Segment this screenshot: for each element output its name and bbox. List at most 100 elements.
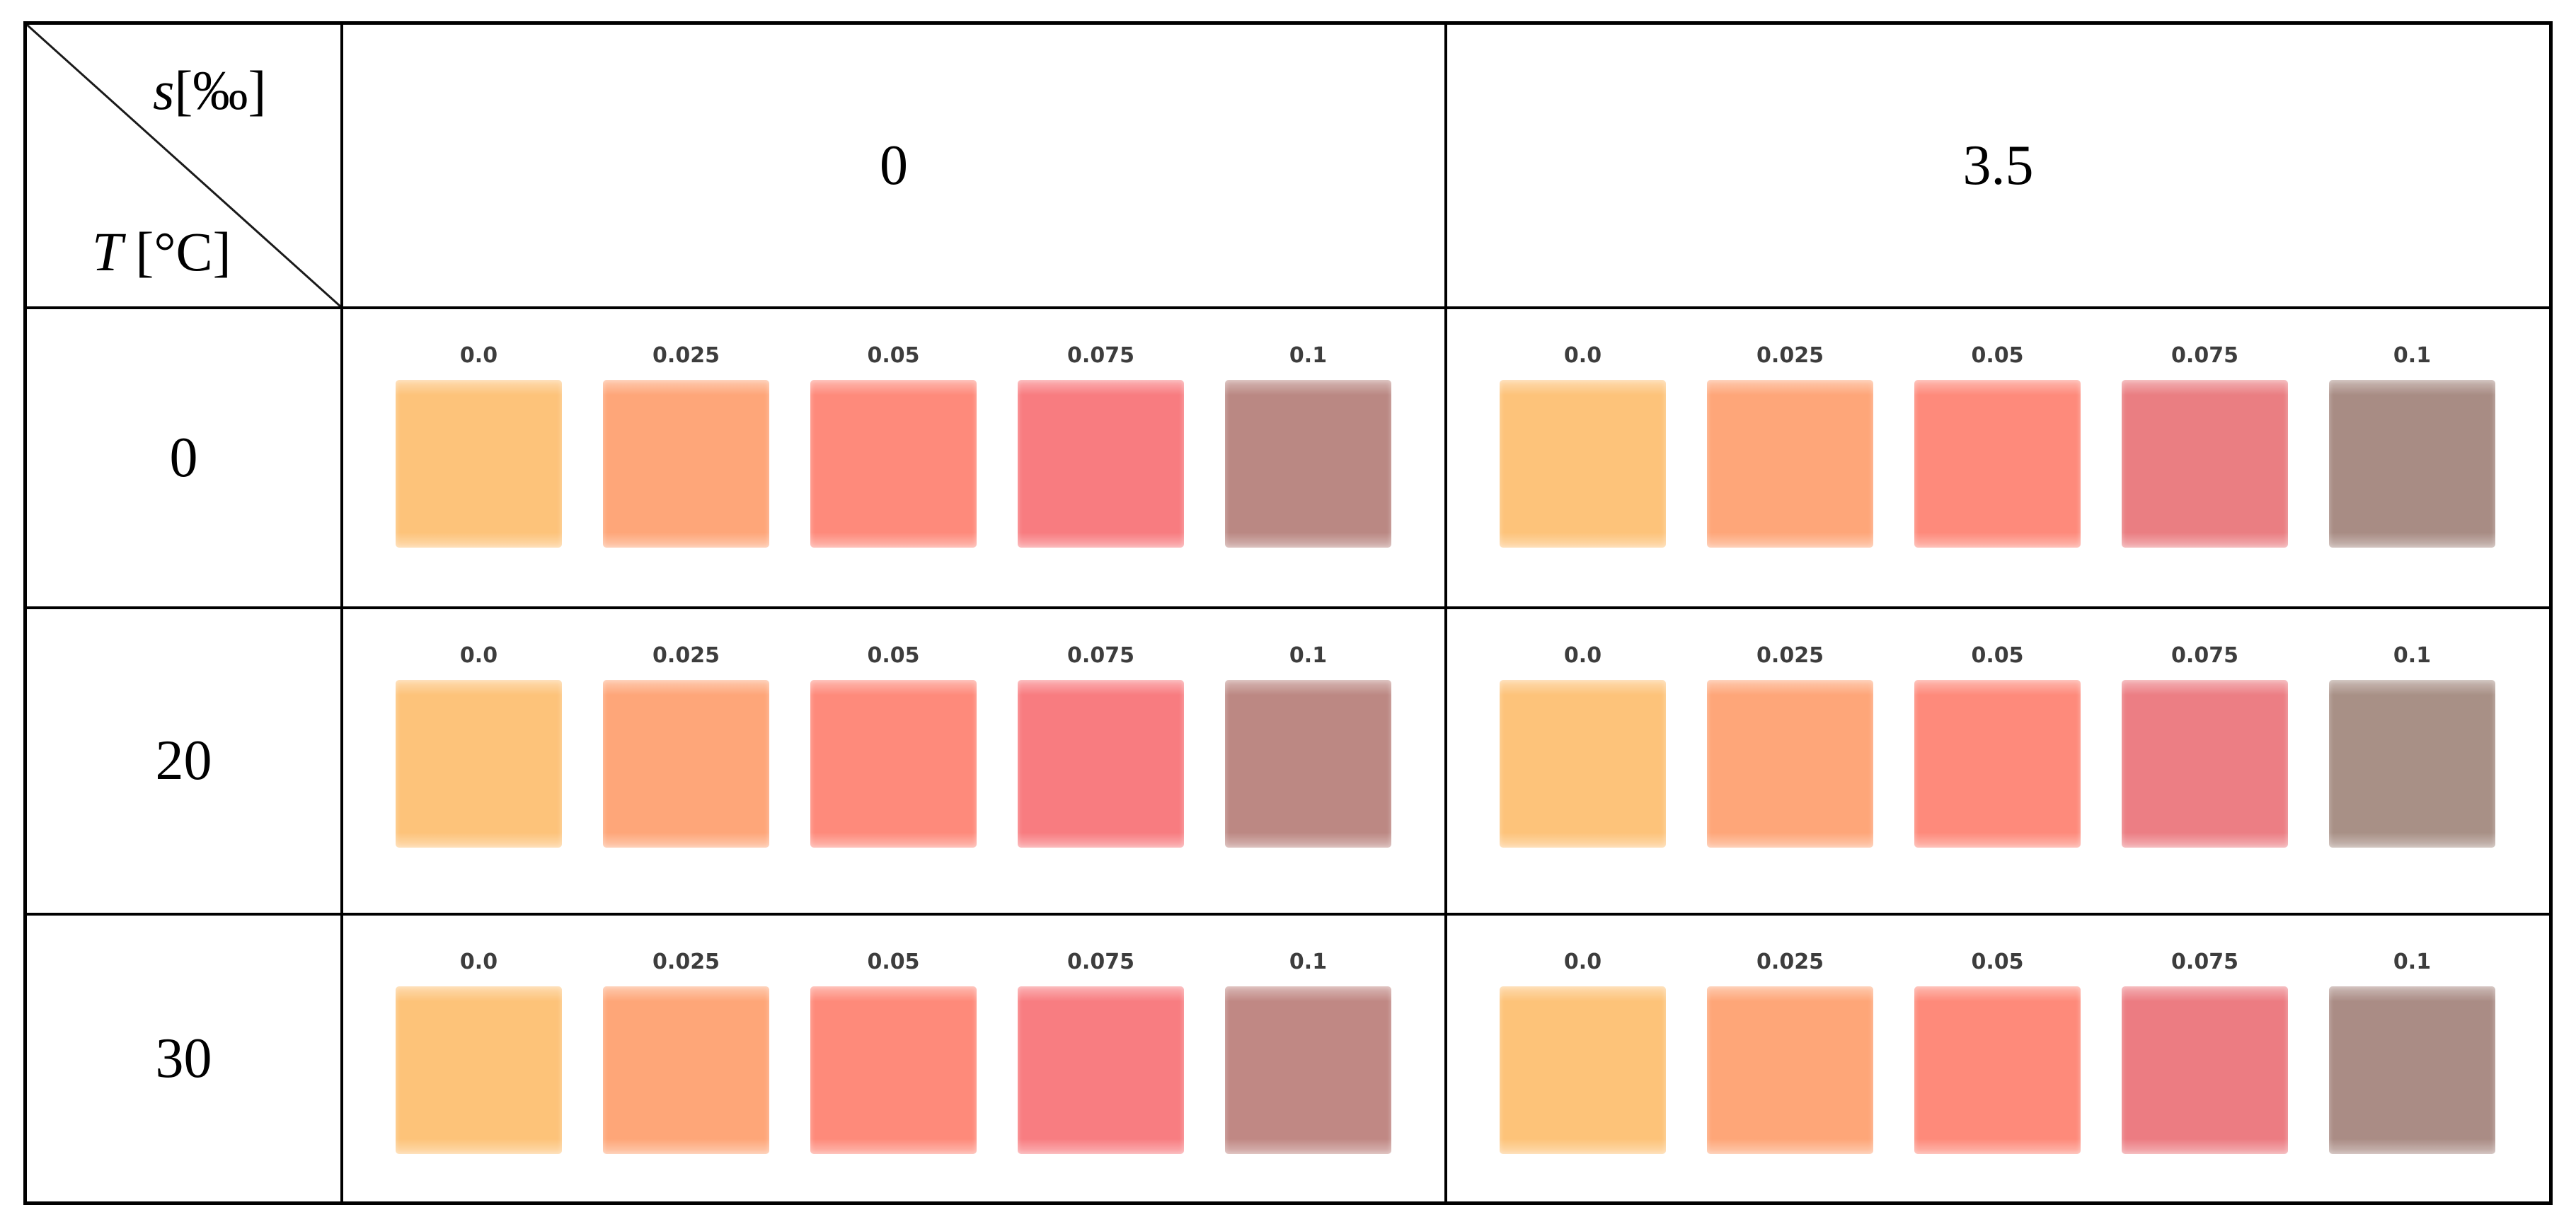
- swatch-label: 0.1: [2393, 950, 2432, 974]
- swatch-cell-t30-s0: 0.0 0.025 0.05 0.075 0.1: [343, 916, 1447, 1201]
- swatch-unit: 0.075: [1018, 643, 1184, 848]
- swatch-cell-t0-s0: 0.0 0.025 0.05 0.075 0.1: [343, 309, 1447, 609]
- color-swatch: [810, 680, 977, 848]
- color-swatch: [603, 680, 769, 848]
- color-swatch: [810, 986, 977, 1154]
- temperature-variable: T: [92, 221, 123, 282]
- swatch-unit: 0.1: [2329, 343, 2495, 548]
- corner-header-cell: s[‰] T [°C]: [27, 25, 343, 309]
- swatch-cell-t20-s0: 0.0 0.025 0.05 0.075 0.1: [343, 609, 1447, 916]
- swatch-label: 0.075: [2171, 643, 2238, 668]
- swatch-unit: 0.025: [1707, 343, 1873, 548]
- swatch-unit: 0.0: [1500, 343, 1666, 548]
- swatch-cell-t30-s3-5: 0.0 0.025 0.05 0.075 0.1: [1447, 916, 2549, 1201]
- color-swatch: [2122, 680, 2288, 848]
- color-swatch: [1225, 380, 1391, 548]
- swatch-label: 0.0: [459, 950, 498, 974]
- color-swatch: [2329, 680, 2495, 848]
- swatch-unit: 0.05: [810, 643, 977, 848]
- swatch-strip: 0.0 0.025 0.05 0.075 0.1: [396, 950, 1444, 1154]
- color-swatch: [1707, 680, 1873, 848]
- swatch-label: 0.1: [1289, 643, 1328, 668]
- salinity-unit: [‰]: [174, 59, 267, 121]
- swatch-strip: 0.0 0.025 0.05 0.075 0.1: [1500, 643, 2549, 848]
- swatch-unit: 0.0: [396, 343, 562, 548]
- swatch-label: 0.075: [1067, 343, 1134, 368]
- swatch-label: 0.1: [1289, 950, 1328, 974]
- color-swatch: [396, 986, 562, 1154]
- swatch-unit: 0.0: [1500, 950, 1666, 1154]
- swatch-strip: 0.0 0.025 0.05 0.075 0.1: [1500, 950, 2549, 1154]
- color-swatch: [1500, 986, 1666, 1154]
- column-header-s0: 0: [343, 25, 1447, 309]
- swatch-label: 0.1: [1289, 343, 1328, 368]
- color-swatch: [810, 380, 977, 548]
- swatch-unit: 0.1: [1225, 950, 1391, 1154]
- swatch-unit: 0.075: [1018, 950, 1184, 1154]
- color-swatch: [396, 680, 562, 848]
- swatch-unit: 0.0: [396, 950, 562, 1154]
- swatch-label: 0.05: [1971, 343, 2024, 368]
- swatch-label: 0.075: [1067, 643, 1134, 668]
- swatch-label: 0.025: [1756, 950, 1824, 974]
- color-swatch: [1707, 380, 1873, 548]
- color-swatch: [1018, 680, 1184, 848]
- color-swatch: [1500, 380, 1666, 548]
- color-swatch: [2122, 986, 2288, 1154]
- swatch-cell-t0-s3-5: 0.0 0.025 0.05 0.075 0.1: [1447, 309, 2549, 609]
- color-swatch: [1914, 986, 2081, 1154]
- swatch-label: 0.075: [2171, 950, 2238, 974]
- swatch-unit: 0.05: [810, 950, 977, 1154]
- swatch-label: 0.025: [1756, 643, 1824, 668]
- color-swatch: [2122, 380, 2288, 548]
- swatch-label: 0.025: [652, 950, 720, 974]
- corner-salinity-label: s[‰]: [153, 59, 266, 122]
- swatch-unit: 0.025: [603, 950, 769, 1154]
- swatch-unit: 0.025: [603, 343, 769, 548]
- swatch-label: 0.05: [867, 343, 920, 368]
- color-swatch: [603, 380, 769, 548]
- swatch-label: 0.0: [459, 343, 498, 368]
- swatch-unit: 0.075: [2122, 950, 2288, 1154]
- swatch-label: 0.075: [1067, 950, 1134, 974]
- swatch-unit: 0.1: [1225, 643, 1391, 848]
- swatch-unit: 0.05: [1914, 343, 2081, 548]
- swatch-label: 0.025: [1756, 343, 1824, 368]
- color-swatch: [1914, 680, 2081, 848]
- swatch-unit: 0.0: [1500, 643, 1666, 848]
- row-header-t0: 0: [27, 309, 343, 609]
- swatch-label: 0.0: [1563, 950, 1602, 974]
- color-swatch: [603, 986, 769, 1154]
- swatch-unit: 0.1: [2329, 950, 2495, 1154]
- color-swatch: [1225, 680, 1391, 848]
- swatch-label: 0.075: [2171, 343, 2238, 368]
- swatch-label: 0.025: [652, 343, 720, 368]
- column-header-s3-5: 3.5: [1447, 25, 2549, 309]
- color-swatch: [2329, 380, 2495, 548]
- color-swatch: [1018, 380, 1184, 548]
- color-swatch: [396, 380, 562, 548]
- row-header-t30: 30: [27, 916, 343, 1201]
- swatch-unit: 0.05: [1914, 643, 2081, 848]
- swatch-label: 0.0: [1563, 343, 1602, 368]
- color-swatch: [2329, 986, 2495, 1154]
- color-swatch: [1018, 986, 1184, 1154]
- swatch-label: 0.05: [1971, 643, 2024, 668]
- color-swatch: [1914, 380, 2081, 548]
- color-swatch-table: s[‰] T [°C] 0 3.5 0 0.0 0.025 0.05 0.075 …: [23, 21, 2553, 1205]
- swatch-unit: 0.025: [1707, 643, 1873, 848]
- diagonal-divider-line: [27, 25, 340, 306]
- swatch-label: 0.05: [867, 643, 920, 668]
- color-swatch: [1707, 986, 1873, 1154]
- swatch-label: 0.05: [867, 950, 920, 974]
- swatch-unit: 0.075: [1018, 343, 1184, 548]
- swatch-label: 0.0: [1563, 643, 1602, 668]
- swatch-label: 0.1: [2393, 643, 2432, 668]
- swatch-unit: 0.0: [396, 643, 562, 848]
- swatch-strip: 0.0 0.025 0.05 0.075 0.1: [1500, 343, 2549, 548]
- swatch-cell-t20-s3-5: 0.0 0.025 0.05 0.075 0.1: [1447, 609, 2549, 916]
- swatch-unit: 0.1: [2329, 643, 2495, 848]
- row-header-t20: 20: [27, 609, 343, 916]
- swatch-unit: 0.075: [2122, 343, 2288, 548]
- swatch-unit: 0.05: [1914, 950, 2081, 1154]
